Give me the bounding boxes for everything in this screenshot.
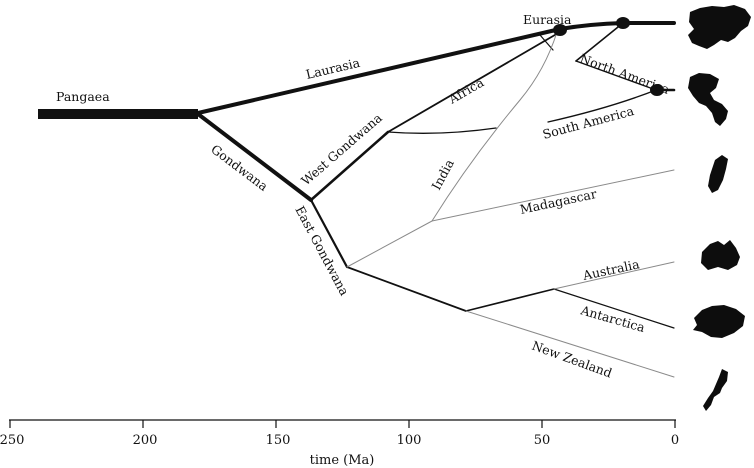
antarctica-branch <box>553 288 675 329</box>
label-australia: Australia <box>581 256 642 283</box>
axis-tick-label: 250 <box>0 433 24 448</box>
time-axis <box>9 419 676 428</box>
nodes <box>553 17 664 96</box>
axis-tick-label: 150 <box>266 433 291 448</box>
laurasia-branch <box>196 27 562 115</box>
east-gondwana-branch <box>309 198 349 269</box>
australia-silhouette-icon <box>701 240 740 270</box>
axis-tick-label: 100 <box>397 433 422 448</box>
label-antarctica: Antarctica <box>578 302 647 335</box>
north-america-link <box>575 22 624 62</box>
axis-tick-labels: 250 200 150 100 50 0 <box>0 433 679 448</box>
label-eurasia: Eurasia <box>523 12 572 27</box>
australia-antarctica-branch <box>346 266 467 312</box>
west-gondwana-branch <box>309 130 390 202</box>
label-pangaea: Pangaea <box>56 89 110 104</box>
continent-silhouettes <box>688 5 751 411</box>
new-zealand-branch <box>465 310 675 378</box>
label-east-gondwana: East Gondwana <box>292 203 352 298</box>
label-madagascar: Madagascar <box>519 186 598 217</box>
antarctica-silhouette-icon <box>693 305 745 338</box>
label-gondwana: Gondwana <box>208 141 271 194</box>
label-south-america: South America <box>541 103 636 142</box>
faint-branches <box>346 31 675 378</box>
americas-node <box>650 84 664 96</box>
branches <box>38 21 676 329</box>
india-madagascar-branch <box>346 220 433 268</box>
axis-tick-label: 200 <box>133 433 158 448</box>
madagascar-branch <box>431 169 675 222</box>
eurasia-silhouette-icon <box>688 5 751 49</box>
eurasia-north-america-node <box>616 17 630 29</box>
north-america-branch <box>575 60 657 91</box>
south-america-branch-2 <box>547 89 657 123</box>
india-branch <box>431 31 558 222</box>
south-america-branch <box>387 127 497 134</box>
americas-silhouette-icon <box>688 73 728 126</box>
axis-tick-label: 0 <box>671 433 679 448</box>
label-north-america: North America <box>578 51 672 97</box>
branch-labels: Pangaea Laurasia Gondwana West Gondwana … <box>56 12 672 381</box>
label-india: India <box>428 156 457 192</box>
label-africa: Africa <box>445 74 487 107</box>
label-west-gondwana: West Gondwana <box>298 110 385 189</box>
axis-tick-label: 50 <box>534 433 551 448</box>
madagascar-silhouette-icon <box>708 155 728 193</box>
eurasia-node <box>553 24 567 36</box>
gondwana-branch <box>196 112 313 202</box>
eurasia-spur <box>539 34 554 51</box>
australia-antarctica-node-line <box>465 288 555 312</box>
new-zealand-silhouette-icon <box>703 369 728 411</box>
australia-branch <box>553 261 675 290</box>
axis-title: time (Ma) <box>310 453 375 468</box>
africa-branch <box>387 31 561 133</box>
